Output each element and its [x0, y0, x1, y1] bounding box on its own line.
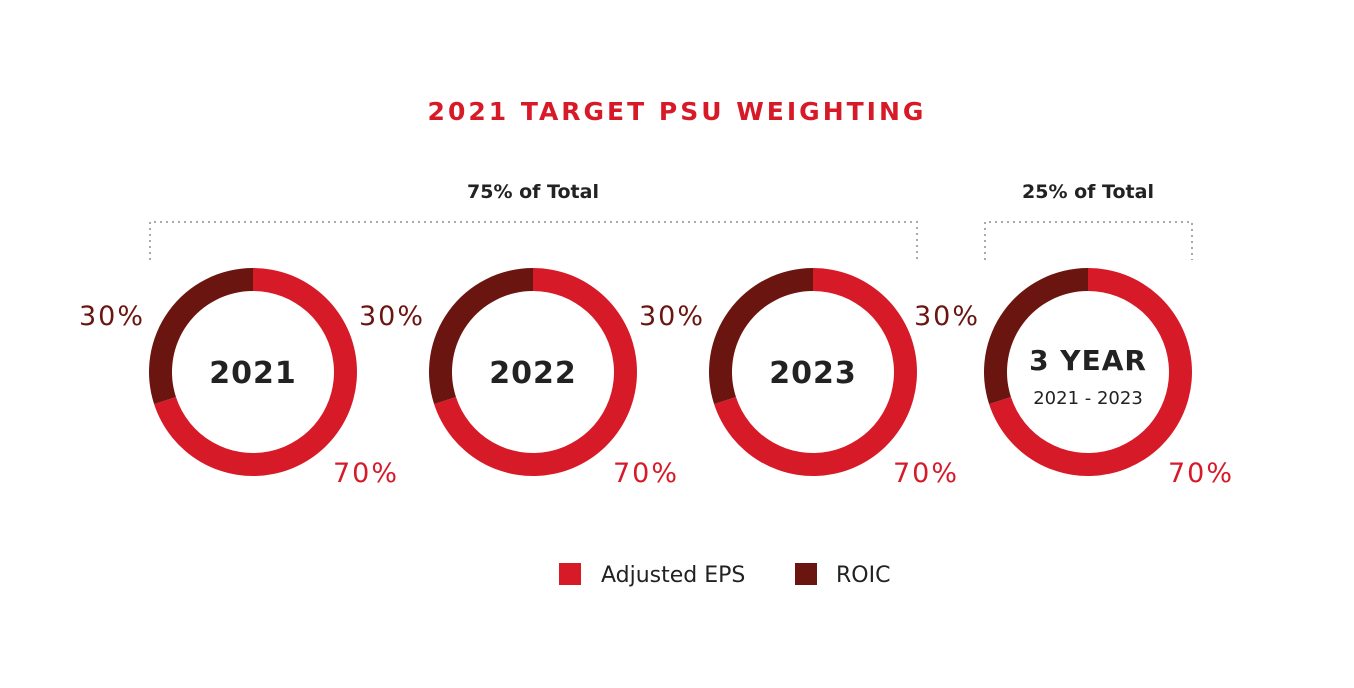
donut-charts: 30% 70% 2021 30% 70% 2022 30% 70% 2023 30% 70% 3 YE… [79, 268, 1234, 489]
legend-swatch-adjusted-eps [559, 563, 581, 585]
donut-4-slice-roic [983, 268, 1088, 405]
chart-title: 2021 TARGET PSU WEIGHTING [428, 97, 927, 126]
group-label-25: 25% of Total [1022, 181, 1154, 203]
donut-2: 30% 70% 2022 [359, 268, 679, 489]
donut-1-center-label: 2021 [209, 356, 297, 391]
donut-3-label-adjusted-eps: 70% [893, 458, 959, 489]
donut-2-label-adjusted-eps: 70% [613, 458, 679, 489]
donut-4-label-adjusted-eps: 70% [1168, 458, 1234, 489]
group-bracket-75 [149, 221, 918, 260]
donut-2-slice-roic [428, 268, 533, 405]
donut-1-label-adjusted-eps: 70% [333, 458, 399, 489]
legend: Adjusted EPS ROIC [559, 563, 890, 588]
donut-2-center-label: 2022 [489, 356, 577, 391]
legend-swatch-roic [795, 563, 817, 585]
donut-3-center-label: 2023 [769, 356, 857, 391]
donut-1-label-roic: 30% [79, 301, 145, 332]
donut-4: 30% 70% 3 YEAR 2021 - 2023 [914, 268, 1234, 489]
donut-1-slice-roic [148, 268, 253, 405]
donut-4-label-roic: 30% [914, 301, 980, 332]
legend-label-roic: ROIC [836, 563, 890, 588]
donut-2-label-roic: 30% [359, 301, 425, 332]
donut-4-center-sublabel: 2021 - 2023 [1033, 388, 1143, 409]
donut-3-slice-roic [708, 268, 813, 405]
group-bracket-25 [984, 221, 1193, 260]
group-label-75: 75% of Total [467, 181, 599, 203]
donut-4-center-label: 3 YEAR [1029, 344, 1147, 377]
donut-3: 30% 70% 2023 [639, 268, 959, 489]
donut-1: 30% 70% 2021 [79, 268, 399, 489]
donut-3-label-roic: 30% [639, 301, 705, 332]
legend-label-adjusted-eps: Adjusted EPS [601, 563, 745, 588]
